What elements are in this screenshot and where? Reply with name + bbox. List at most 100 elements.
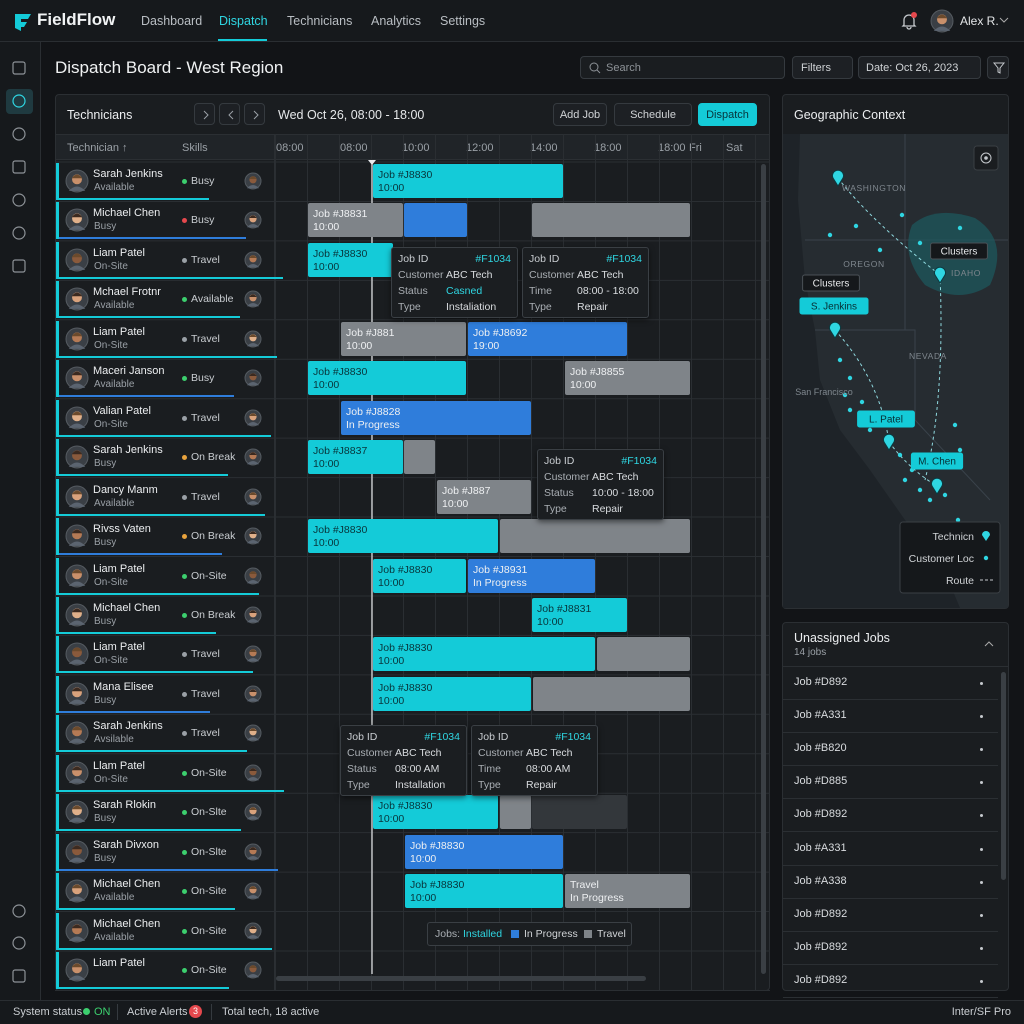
tech-pin (931, 477, 943, 495)
tech-status: On-Site (94, 773, 128, 785)
job-bar[interactable]: Job #J8830 10:00 (308, 361, 466, 396)
job-bar[interactable]: Job #J8830 10:00 (405, 834, 563, 869)
job-bar[interactable]: Job #J8830 10:00 (373, 637, 595, 672)
v-scrollbar[interactable] (761, 164, 766, 974)
tech-name[interactable]: Rivss Vaten (93, 523, 151, 536)
tech-name[interactable]: Michael Chen (93, 207, 161, 220)
avatar-body (68, 896, 86, 901)
tooltip-value: Repair (526, 779, 557, 791)
avatar (65, 840, 89, 864)
unassigned-row[interactable]: Job #D892 (783, 667, 998, 700)
icon-shape (12, 94, 26, 108)
alerts-label[interactable]: Active Alerts (127, 1006, 188, 1018)
unassigned-row[interactable]: Job #D892 (783, 965, 998, 998)
board-button[interactable]: Dispatch (698, 103, 757, 126)
unassigned-row[interactable]: Job #D892 (783, 799, 998, 833)
unassigned-row[interactable]: Job #D885 (783, 766, 998, 800)
job-bar[interactable]: Job #J8855 10:00 (565, 361, 690, 396)
job-bar[interactable]: Job #J887 10:00 (437, 479, 531, 514)
nav-item[interactable]: Analytics (371, 14, 422, 28)
tech-name[interactable]: Mchael Frotnr (93, 286, 161, 299)
filter-icon-button[interactable] (987, 56, 1009, 79)
job-bar[interactable]: Job #J8830 10:00 (373, 558, 466, 593)
unassigned-row[interactable]: Job #D892 (783, 932, 998, 965)
nav-item[interactable]: Dashboard (141, 14, 203, 28)
job-bar[interactable]: Job #J8830 10:00 (373, 164, 563, 198)
unassigned-row[interactable]: Job #A331 (783, 833, 998, 866)
avatar-body (247, 263, 259, 268)
avatar (244, 961, 262, 979)
job-bar[interactable]: Job #J8830 10:00 (373, 795, 498, 830)
timeline-nav-button[interactable] (244, 103, 265, 125)
tech-name[interactable]: Llam Patel (93, 759, 145, 772)
timeline-nav-button[interactable] (219, 103, 240, 125)
job-bar[interactable]: Travel In Progress (565, 874, 690, 909)
job-bar[interactable]: Job #J8830 10:00 (308, 242, 393, 277)
page-title: Dispatch Board - West Region (55, 58, 284, 77)
job-bar[interactable] (532, 795, 627, 830)
unassigned-row[interactable]: Job #B820 (783, 733, 998, 767)
region-label: WASHINGTON (842, 183, 906, 193)
side-icon (12, 904, 26, 918)
tech-name[interactable]: Liam Patel (93, 562, 145, 575)
job-legend: Jobs: Installed In Progress Travel (427, 922, 632, 946)
chevron (253, 110, 259, 120)
nav-item[interactable]: Technicians (287, 14, 353, 28)
date-button[interactable]: Date: Oct 26, 2023 (858, 56, 981, 79)
tech-status: Avsilable (94, 734, 134, 746)
search-box[interactable]: Search (580, 56, 785, 79)
job-bar[interactable] (500, 519, 690, 554)
tech-name[interactable]: Liam Patel (93, 641, 145, 654)
job-bar[interactable] (533, 676, 690, 711)
job-bar[interactable] (597, 637, 690, 672)
nav-item[interactable]: Settings (440, 14, 486, 28)
job-bar[interactable] (500, 795, 531, 830)
user-name[interactable]: Alex R. (960, 14, 999, 28)
tech-name[interactable]: Sarah Rlokin (93, 799, 156, 812)
h-scrollbar[interactable] (276, 976, 646, 981)
tech-name[interactable]: Sarah Divxon (93, 838, 160, 851)
job-bar[interactable]: Job #J8831 10:00 (308, 203, 403, 238)
job-bar[interactable]: Job #J8830 10:00 (308, 519, 498, 554)
tech-name[interactable]: Sarah Jenkins (93, 720, 163, 733)
filters-button[interactable]: Filters (792, 56, 853, 79)
tech-name[interactable]: Valian Patel (93, 404, 151, 417)
tech-name[interactable]: Liam Patel (93, 957, 145, 969)
skill-label: On-Slte (191, 806, 227, 819)
tech-name[interactable]: Liam Patel (93, 246, 145, 259)
tech-name[interactable]: Maceri Janson (93, 365, 165, 378)
job-bar[interactable]: Job #J8692 19:00 (468, 321, 627, 356)
timeline-nav-button[interactable] (194, 103, 215, 125)
tech-name[interactable]: Mana Elisee (93, 680, 154, 693)
tech-name[interactable]: Liam Patel (93, 325, 145, 338)
unassigned-row[interactable]: Job #D892 (783, 899, 998, 932)
job-bar[interactable]: Job #J8830 10:00 (373, 676, 531, 711)
job-bar[interactable]: Job #J8837 10:00 (308, 440, 403, 475)
job-bar[interactable]: Job #J8830 10:00 (405, 874, 563, 909)
job-bar[interactable]: Job #J881 10:00 (341, 321, 466, 356)
avatar-hair (71, 884, 83, 889)
tech-name[interactable]: Sarah Jenkins (93, 444, 163, 457)
tech-name[interactable]: Michael Chen (93, 601, 161, 614)
board-button[interactable]: Add Job (553, 103, 607, 126)
unassigned-scrollbar[interactable] (1001, 672, 1006, 880)
nav-item[interactable]: Dispatch (219, 14, 268, 28)
tech-name[interactable]: Michael Chen (93, 878, 161, 891)
row-dot (980, 847, 983, 851)
job-bar[interactable] (404, 440, 435, 475)
job-bar[interactable]: Job #J8828 In Progress (341, 400, 531, 435)
avatar-hair (71, 332, 83, 337)
tech-name[interactable]: Dancy Manm (93, 483, 158, 496)
job-bar[interactable] (532, 203, 690, 238)
avatar-hair (249, 373, 257, 377)
unassigned-row[interactable]: Job #A331 (783, 700, 998, 734)
status-sep (211, 1004, 212, 1020)
board-button[interactable]: Schedule (614, 103, 692, 126)
job-bar[interactable]: Job #J8931 In Progress (468, 558, 595, 593)
job-bar[interactable]: Job #J8831 10:00 (532, 597, 627, 632)
unassigned-row[interactable]: Job #A338 (783, 866, 998, 899)
tech-name[interactable]: Michael Chen (93, 917, 161, 930)
tech-name[interactable]: Sarah Jenkins (93, 168, 163, 180)
job-bar[interactable] (404, 203, 467, 238)
job-tooltip: Job ID #F1034 Customer ABC Tech Status Casned… (391, 247, 518, 318)
